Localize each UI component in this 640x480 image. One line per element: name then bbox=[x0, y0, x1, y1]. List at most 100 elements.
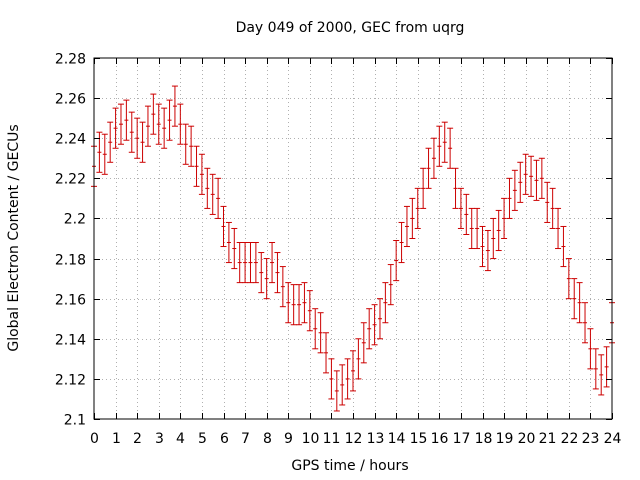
data-point bbox=[425, 147, 432, 189]
data-point bbox=[328, 358, 335, 400]
data-point bbox=[134, 117, 141, 159]
x-tick-label: 21 bbox=[539, 431, 557, 447]
x-tick-label: 0 bbox=[90, 431, 99, 447]
y-tick-label: 2.24 bbox=[55, 132, 86, 148]
x-tick-label: 11 bbox=[323, 431, 341, 447]
data-point bbox=[430, 137, 437, 179]
data-point bbox=[112, 107, 119, 149]
data-point bbox=[204, 167, 211, 209]
x-tick-label: 20 bbox=[518, 431, 536, 447]
data-point bbox=[457, 187, 464, 229]
data-point bbox=[538, 157, 545, 199]
data-point bbox=[452, 167, 459, 209]
x-tick-label: 16 bbox=[431, 431, 449, 447]
data-point bbox=[107, 121, 114, 163]
data-point bbox=[603, 346, 610, 388]
y-tick-label: 2.1 bbox=[64, 413, 86, 429]
x-tick-label: 15 bbox=[410, 431, 428, 447]
data-point bbox=[549, 187, 556, 229]
data-point bbox=[296, 284, 303, 326]
data-point bbox=[517, 161, 524, 203]
data-point bbox=[544, 181, 551, 223]
data-point bbox=[150, 93, 157, 135]
x-tick-label: 14 bbox=[388, 431, 406, 447]
data-point bbox=[468, 207, 475, 250]
data-point bbox=[479, 225, 486, 268]
data-point bbox=[252, 242, 259, 284]
data-point bbox=[161, 107, 168, 149]
data-point bbox=[436, 125, 443, 167]
data-point bbox=[382, 282, 389, 324]
x-tick-label: 24 bbox=[604, 431, 622, 447]
y-tick-label: 2.12 bbox=[55, 373, 86, 389]
x-tick-label: 5 bbox=[198, 431, 207, 447]
data-point bbox=[355, 338, 362, 380]
x-tick-label: 4 bbox=[176, 431, 185, 447]
data-point bbox=[511, 169, 518, 211]
data-point bbox=[198, 153, 205, 195]
data-point bbox=[587, 328, 594, 370]
data-point bbox=[177, 103, 184, 145]
data-point bbox=[533, 159, 540, 201]
x-tick-label: 19 bbox=[496, 431, 514, 447]
data-point bbox=[403, 205, 410, 248]
data-point bbox=[101, 133, 108, 175]
data-point bbox=[560, 225, 567, 268]
data-point bbox=[209, 173, 216, 215]
data-point bbox=[123, 99, 130, 141]
data-point bbox=[592, 348, 599, 390]
x-tick-label: 9 bbox=[284, 431, 293, 447]
data-point bbox=[393, 240, 400, 282]
data-point bbox=[344, 358, 351, 400]
data-point bbox=[565, 258, 572, 300]
data-point bbox=[447, 127, 454, 169]
data-point bbox=[495, 209, 502, 252]
data-point bbox=[290, 284, 297, 326]
data-point bbox=[193, 145, 200, 187]
x-tick-label: 2 bbox=[133, 431, 142, 447]
data-point bbox=[414, 187, 421, 229]
data-point bbox=[366, 308, 373, 350]
x-tick-label: 22 bbox=[561, 431, 579, 447]
data-point bbox=[441, 121, 448, 163]
data-point bbox=[598, 354, 605, 396]
data-point bbox=[171, 85, 178, 127]
data-point bbox=[139, 121, 146, 163]
x-tick-label: 7 bbox=[241, 431, 250, 447]
data-point bbox=[522, 153, 529, 195]
x-tick-label: 1 bbox=[112, 431, 121, 447]
x-tick-label: 6 bbox=[220, 431, 229, 447]
x-tick-label: 17 bbox=[453, 431, 471, 447]
y-tick-label: 2.28 bbox=[55, 52, 86, 68]
data-point bbox=[501, 197, 508, 239]
x-tick-label: 10 bbox=[302, 431, 320, 447]
data-point bbox=[231, 227, 238, 270]
y-tick-label: 2.14 bbox=[55, 333, 86, 349]
x-tick-label: 12 bbox=[345, 431, 363, 447]
x-axis-title: GPS time / hours bbox=[291, 458, 408, 474]
data-point bbox=[463, 193, 470, 235]
data-point bbox=[301, 282, 308, 324]
data-point bbox=[490, 217, 497, 260]
data-point bbox=[258, 252, 265, 294]
data-point bbox=[576, 282, 583, 324]
data-point bbox=[225, 221, 232, 264]
data-point bbox=[274, 252, 281, 294]
data-point bbox=[323, 332, 330, 374]
y-tick-label: 2.22 bbox=[55, 172, 86, 188]
x-tick-label: 13 bbox=[367, 431, 385, 447]
data-point bbox=[398, 221, 405, 264]
data-point bbox=[555, 207, 562, 250]
data-point bbox=[484, 229, 491, 272]
data-point bbox=[182, 123, 189, 165]
data-point bbox=[117, 103, 124, 145]
data-point bbox=[247, 242, 254, 284]
x-tick-label: 8 bbox=[263, 431, 272, 447]
data-point bbox=[312, 308, 319, 350]
data-point bbox=[269, 242, 276, 284]
data-point bbox=[339, 364, 346, 406]
data-point bbox=[528, 155, 535, 197]
x-tick-label: 18 bbox=[475, 431, 493, 447]
data-point bbox=[263, 258, 270, 300]
